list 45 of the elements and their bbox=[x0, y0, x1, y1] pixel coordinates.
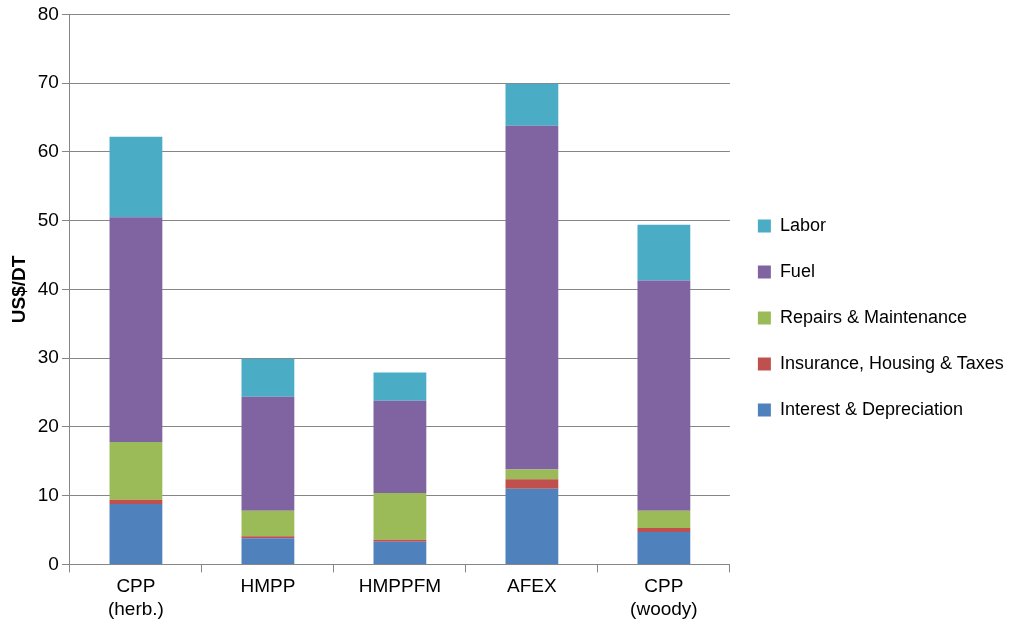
bar bbox=[109, 442, 163, 500]
bar bbox=[109, 136, 163, 218]
legend-label: Labor bbox=[779, 214, 826, 235]
bar bbox=[505, 479, 559, 489]
bar bbox=[241, 510, 295, 537]
x-tick-label: CPP (herb.) bbox=[107, 575, 164, 619]
bar bbox=[637, 527, 691, 533]
y-tick-label: 10 bbox=[37, 483, 59, 505]
legend-label: Fuel bbox=[779, 260, 815, 281]
y-tick-label: 20 bbox=[37, 415, 59, 437]
bar bbox=[373, 372, 427, 401]
x-tick-label: AFEX bbox=[507, 575, 558, 597]
y-tick-label: 0 bbox=[48, 552, 59, 574]
legend-label: Interest & Depreciation bbox=[779, 398, 963, 419]
bar bbox=[241, 538, 295, 564]
y-tick-label: 80 bbox=[37, 2, 59, 24]
bar bbox=[373, 492, 427, 540]
y-tick-label: 30 bbox=[37, 346, 59, 368]
bar bbox=[109, 499, 163, 504]
bar bbox=[241, 536, 295, 539]
bar bbox=[241, 358, 295, 397]
bar bbox=[505, 469, 559, 480]
bar bbox=[637, 224, 691, 281]
x-tick-label: CPP (woody) bbox=[630, 575, 698, 619]
bar bbox=[637, 280, 691, 511]
bar bbox=[109, 503, 163, 564]
bar bbox=[373, 541, 427, 564]
bar bbox=[505, 125, 559, 470]
bar bbox=[373, 539, 427, 542]
legend-label: Repairs & Maintenance bbox=[779, 306, 967, 327]
x-tick-label: HMPPFM bbox=[358, 575, 442, 597]
bar bbox=[109, 217, 163, 443]
bar bbox=[241, 396, 295, 511]
legend-label: Insurance, Housing & Taxes bbox=[779, 352, 1004, 373]
y-tick-label: 50 bbox=[37, 208, 59, 230]
y-axis-title: US$/DT bbox=[7, 255, 29, 324]
bar bbox=[637, 532, 691, 564]
y-tick-label: 60 bbox=[37, 140, 59, 162]
bar bbox=[637, 510, 691, 528]
y-tick-label: 40 bbox=[37, 277, 59, 299]
bar bbox=[373, 400, 427, 493]
y-tick-label: 70 bbox=[37, 71, 59, 93]
x-tick-label: HMPP bbox=[240, 575, 296, 597]
bar bbox=[505, 83, 559, 126]
bar bbox=[505, 488, 559, 564]
